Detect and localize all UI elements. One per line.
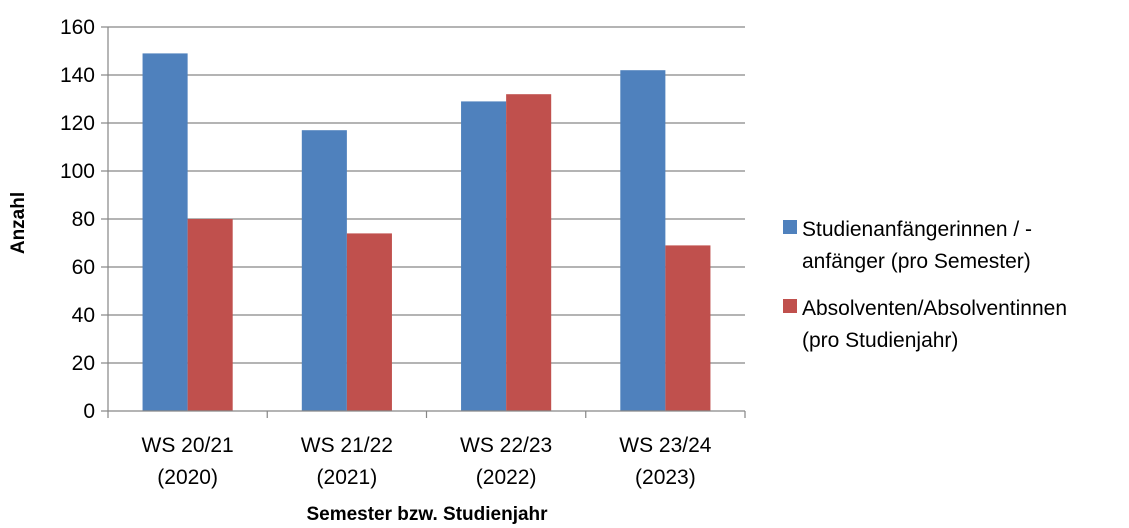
legend: Studienanfängerinnen / - anfänger (pro S…: [783, 218, 1067, 352]
x-tick-label: (2020): [157, 466, 218, 489]
y-tick-label: 0: [83, 400, 95, 423]
x-tick-label: WS 20/21: [142, 434, 234, 457]
bar-series-2-4: [665, 245, 711, 411]
y-tick-labels: 0 20 40 60 80 100 120 140 160: [60, 16, 95, 423]
legend-label-series-2-line-1: Absolventen/Absolventinnen: [802, 297, 1067, 320]
x-tick-labels: WS 20/21 (2020) WS 21/22 (2021) WS 22/23 (202…: [142, 434, 712, 489]
bar-series-1-4: [620, 70, 666, 411]
x-tick-label: WS 21/22: [301, 434, 393, 457]
x-tick-label: WS 23/24: [619, 434, 712, 457]
y-tick-label: 140: [60, 64, 95, 87]
x-tick-label: (2023): [635, 466, 696, 489]
legend-swatch-series-2: [783, 299, 797, 313]
bar-series-2-2: [346, 233, 392, 411]
y-tick-label: 100: [60, 160, 95, 183]
bar-series-2-3: [506, 94, 552, 411]
x-axis-title: Semester bzw. Studienjahr: [306, 504, 548, 525]
x-tick-label: (2021): [317, 466, 378, 489]
bars: [142, 53, 711, 412]
legend-label-series-1-line-1: Studienanfängerinnen / -: [802, 218, 1032, 241]
y-tick-label: 40: [72, 304, 95, 327]
y-tick-label: 160: [60, 16, 95, 39]
y-axis-title: Anzahl: [8, 192, 29, 254]
legend-label-series-2-line-2: (pro Studienjahr): [802, 329, 958, 352]
x-tick-label: WS 22/23: [460, 434, 552, 457]
bar-series-1-2: [301, 130, 347, 411]
bar-series-1-1: [142, 53, 188, 412]
y-tick-label: 120: [60, 112, 95, 135]
y-tick-label: 20: [72, 352, 95, 375]
bar-series-1-3: [461, 101, 507, 412]
y-tick-label: 80: [72, 208, 95, 231]
x-tick-label: (2022): [476, 466, 537, 489]
axes: [101, 26, 746, 418]
legend-swatch-series-1: [783, 220, 797, 234]
bar-series-2-1: [187, 219, 233, 411]
legend-label-series-1-line-2: anfänger (pro Semester): [802, 250, 1031, 273]
y-tick-label: 60: [72, 256, 95, 279]
